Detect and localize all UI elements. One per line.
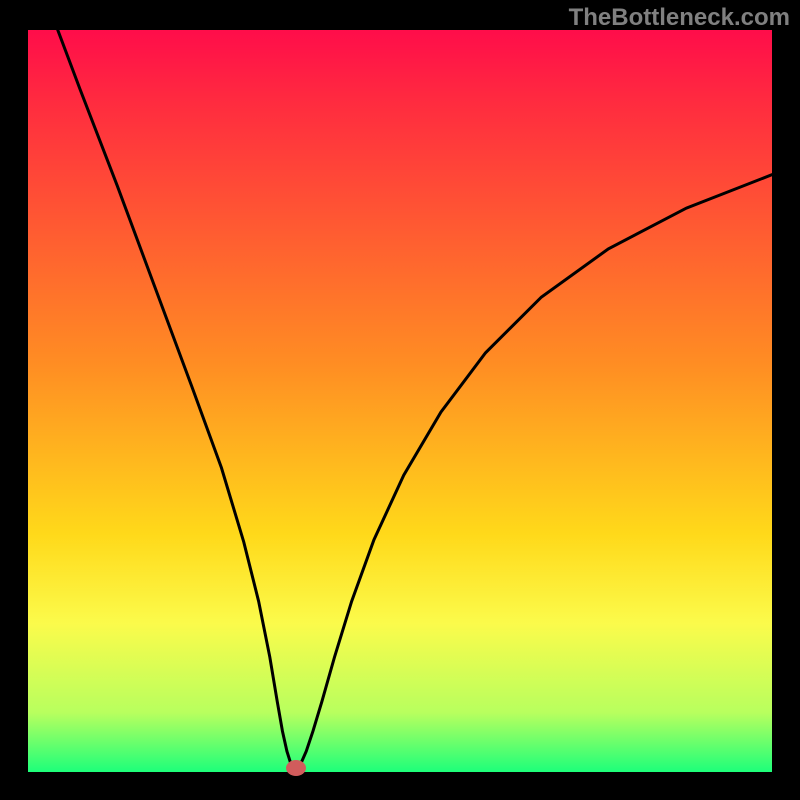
curve-path [58,30,772,769]
optimal-point-marker [286,760,306,776]
watermark-text: TheBottleneck.com [569,4,790,32]
bottleneck-curve [28,30,772,772]
chart-frame: TheBottleneck.com [0,0,800,800]
